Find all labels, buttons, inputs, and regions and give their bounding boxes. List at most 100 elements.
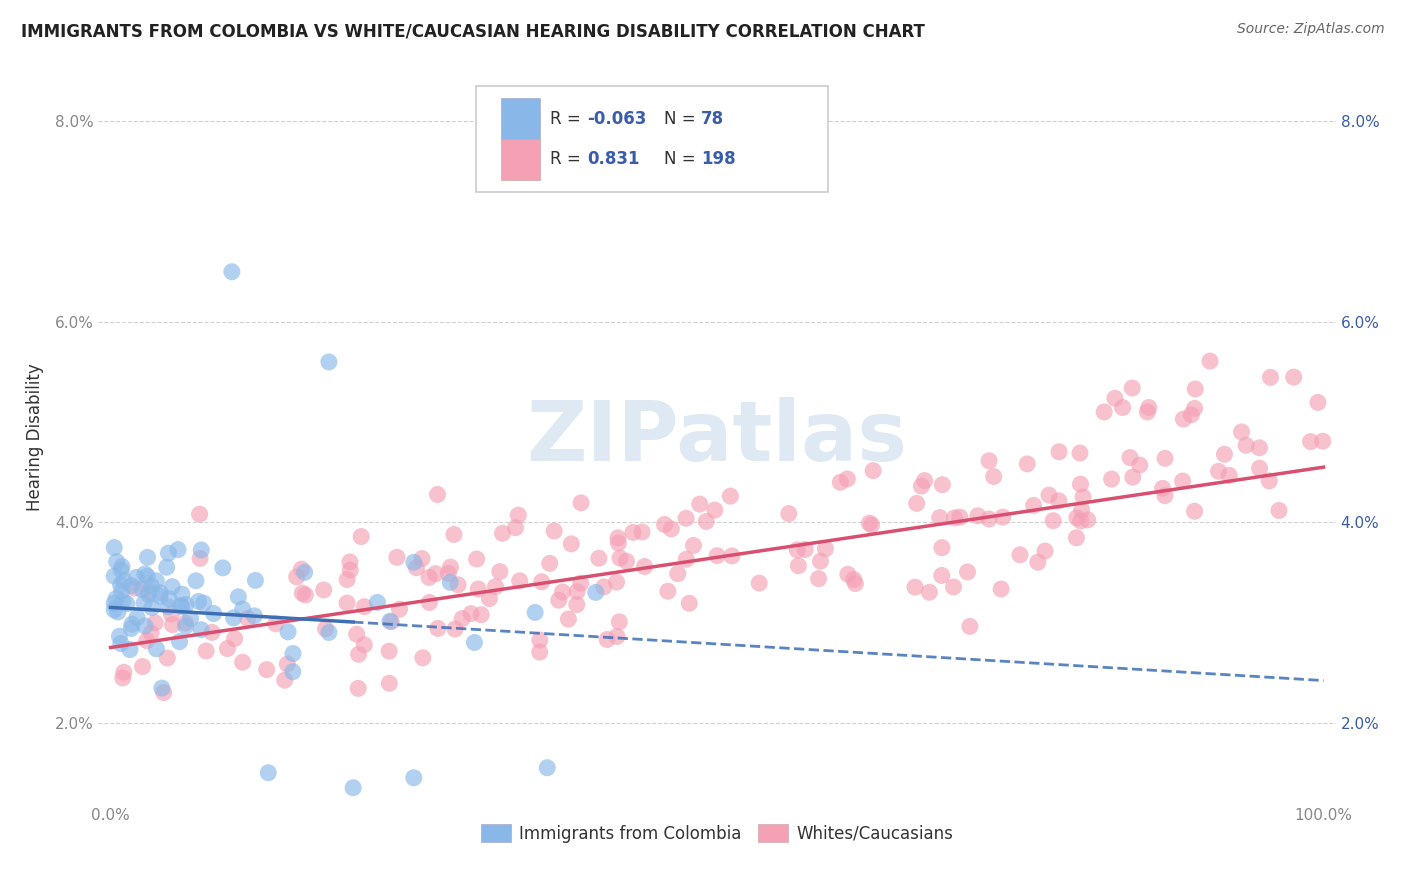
Point bbox=[1038, 488, 1060, 502]
Point bbox=[257, 765, 280, 780]
Point bbox=[910, 479, 932, 493]
Point bbox=[174, 619, 197, 633]
Point bbox=[103, 596, 125, 610]
Point bbox=[787, 558, 810, 573]
Point bbox=[703, 503, 725, 517]
Point bbox=[1171, 474, 1194, 488]
Point bbox=[491, 526, 513, 541]
Point bbox=[290, 562, 312, 576]
Text: 0.831: 0.831 bbox=[588, 150, 640, 168]
Point bbox=[695, 515, 717, 529]
Y-axis label: Hearing Disability: Hearing Disability bbox=[25, 363, 44, 511]
Point bbox=[1129, 458, 1152, 472]
Point bbox=[426, 487, 449, 501]
Text: N =: N = bbox=[664, 150, 700, 168]
FancyBboxPatch shape bbox=[501, 98, 540, 139]
Point bbox=[931, 568, 953, 582]
Point bbox=[418, 570, 440, 584]
Point bbox=[569, 576, 592, 591]
Point bbox=[991, 510, 1014, 524]
Point bbox=[121, 617, 143, 632]
Point bbox=[1173, 412, 1195, 426]
Point bbox=[115, 597, 138, 611]
Point bbox=[152, 685, 174, 699]
Point bbox=[1154, 489, 1177, 503]
Point bbox=[125, 570, 148, 584]
Text: -0.063: -0.063 bbox=[588, 110, 647, 128]
Point bbox=[588, 551, 610, 566]
Point bbox=[918, 585, 941, 599]
Point bbox=[1184, 401, 1206, 416]
Point bbox=[1092, 405, 1115, 419]
Point bbox=[467, 582, 489, 596]
Point bbox=[134, 596, 156, 610]
Point bbox=[256, 663, 278, 677]
Point bbox=[179, 611, 201, 625]
Point bbox=[585, 585, 607, 599]
Point bbox=[217, 641, 239, 656]
Point bbox=[366, 595, 388, 609]
Point bbox=[232, 655, 254, 669]
Point bbox=[675, 511, 697, 525]
Point bbox=[120, 622, 142, 636]
Point bbox=[905, 496, 928, 510]
Point bbox=[264, 616, 287, 631]
Point bbox=[837, 472, 859, 486]
Point bbox=[380, 615, 402, 629]
Point bbox=[402, 771, 425, 785]
Point bbox=[1249, 441, 1271, 455]
Point bbox=[1234, 438, 1257, 452]
Point bbox=[1230, 425, 1253, 439]
Point bbox=[460, 607, 482, 621]
Point bbox=[1184, 504, 1206, 518]
Point bbox=[157, 599, 180, 614]
Point bbox=[388, 602, 411, 616]
Point bbox=[291, 586, 314, 600]
Point bbox=[136, 569, 159, 583]
Point bbox=[232, 602, 254, 616]
Point bbox=[1069, 477, 1091, 491]
Point bbox=[202, 607, 225, 621]
Point bbox=[156, 560, 179, 574]
Point bbox=[560, 537, 582, 551]
Point bbox=[405, 560, 427, 574]
Point bbox=[842, 573, 865, 587]
Point bbox=[174, 598, 197, 612]
Point bbox=[120, 579, 142, 593]
Point bbox=[1122, 470, 1144, 484]
Point bbox=[778, 507, 800, 521]
Point bbox=[956, 565, 979, 579]
Text: ZIPatlas: ZIPatlas bbox=[527, 397, 907, 477]
Point bbox=[111, 584, 134, 599]
Point bbox=[226, 590, 249, 604]
Point bbox=[721, 549, 744, 563]
Point bbox=[1136, 405, 1159, 419]
Point bbox=[187, 594, 209, 608]
Point bbox=[108, 629, 131, 643]
Point bbox=[1033, 544, 1056, 558]
Point bbox=[170, 599, 193, 613]
Point bbox=[439, 560, 461, 574]
Point bbox=[1299, 434, 1322, 449]
Point bbox=[530, 574, 553, 589]
Point bbox=[862, 464, 884, 478]
Point bbox=[1022, 499, 1045, 513]
Point bbox=[339, 563, 361, 577]
Point bbox=[678, 596, 700, 610]
Point bbox=[489, 565, 512, 579]
Point bbox=[312, 582, 335, 597]
Point bbox=[443, 527, 465, 541]
Point bbox=[914, 474, 936, 488]
Point bbox=[110, 578, 132, 592]
Point bbox=[190, 623, 212, 637]
Point bbox=[1071, 490, 1094, 504]
Point bbox=[160, 607, 183, 621]
Point bbox=[138, 587, 160, 601]
FancyBboxPatch shape bbox=[475, 86, 828, 192]
Point bbox=[682, 538, 704, 552]
Point bbox=[141, 626, 163, 640]
Point bbox=[402, 555, 425, 569]
Point bbox=[538, 557, 561, 571]
Point bbox=[111, 559, 134, 574]
Point bbox=[1047, 444, 1070, 458]
